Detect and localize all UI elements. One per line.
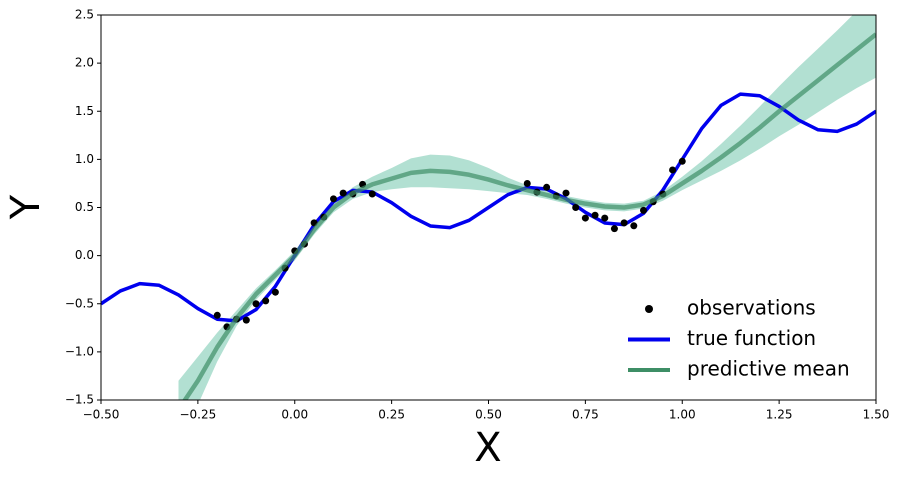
observation-point xyxy=(262,297,270,305)
legend-marker xyxy=(645,305,653,313)
observation-point xyxy=(368,190,376,198)
y-tick-label: −1.0 xyxy=(65,344,94,358)
y-tick-label: 1.5 xyxy=(75,104,94,118)
observation-point xyxy=(591,211,599,219)
series-line xyxy=(182,32,876,400)
y-tick-label: −1.5 xyxy=(65,393,94,407)
x-axis-label: X xyxy=(474,425,501,471)
legend-label: predictive mean xyxy=(687,357,850,381)
observation-point xyxy=(630,222,638,230)
x-tick-label: 1.00 xyxy=(669,408,696,422)
series-line xyxy=(101,92,876,323)
observation-point xyxy=(678,157,686,165)
observation-point xyxy=(330,195,337,203)
observation-point xyxy=(339,189,347,197)
legend-label: true function xyxy=(687,326,816,350)
x-tick-label: 0.00 xyxy=(281,408,308,422)
observation-point xyxy=(213,311,221,319)
observation-point xyxy=(562,189,570,197)
observation-point xyxy=(620,219,628,227)
y-tick-label: 0.0 xyxy=(75,248,94,262)
y-tick-label: 2.0 xyxy=(75,56,94,70)
legend: observations true function predictive mean xyxy=(628,296,850,381)
observation-point xyxy=(610,225,618,233)
y-tick-label: 2.5 xyxy=(75,8,94,22)
y-tick-label: 0.5 xyxy=(75,200,94,214)
legend-label: observations xyxy=(687,296,816,320)
observation-point xyxy=(640,206,647,214)
x-tick-label: −0.25 xyxy=(179,408,216,422)
observation-point xyxy=(523,179,531,187)
observation-point xyxy=(543,183,551,191)
observation-point xyxy=(581,214,589,222)
y-tick-label: −0.5 xyxy=(65,296,94,310)
y-axis-label: Y xyxy=(3,194,49,220)
x-tick-label: 1.25 xyxy=(766,408,793,422)
x-tick-label: 1.50 xyxy=(863,408,890,422)
y-tick-label: 1.0 xyxy=(75,152,94,166)
observation-point xyxy=(271,288,279,296)
x-tick-label: 0.75 xyxy=(572,408,599,422)
observation-point xyxy=(572,204,580,211)
x-tick-label: 0.25 xyxy=(378,408,405,422)
observation-point xyxy=(669,166,677,174)
plot-area xyxy=(101,15,876,400)
x-tick-label: 0.50 xyxy=(475,408,502,422)
observation-point xyxy=(252,300,260,308)
observation-point xyxy=(601,214,609,222)
axes: −0.50 −0.25 0.00 0.25 0.50 0.75 1.00 1.25 1.50 −1… xyxy=(65,8,890,422)
x-tick-label: −0.50 xyxy=(83,408,120,422)
observation-point xyxy=(242,316,250,324)
